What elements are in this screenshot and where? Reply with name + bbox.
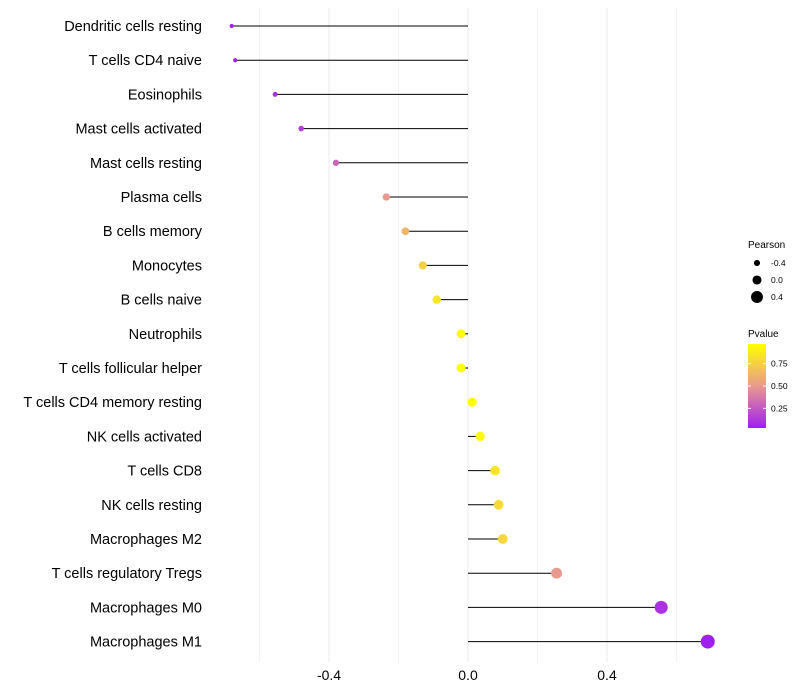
- lollipop-point: [551, 567, 563, 579]
- category-label: NK cells resting: [101, 498, 202, 514]
- lollipop-point: [493, 499, 504, 510]
- x-axis-ticks: -0.4 0.0 0.4: [317, 667, 617, 683]
- size-legend-label: -0.4: [771, 258, 786, 268]
- size-legend: Pearson -0.4 0.0 0.4: [748, 240, 786, 303]
- lollipop-point: [475, 431, 485, 442]
- category-label: NK cells activated: [87, 429, 202, 445]
- category-labels: Dendritic cells resting T cells CD4 naive…: [23, 19, 202, 651]
- lollipop-point: [456, 363, 466, 373]
- lollipop-point: [229, 23, 234, 29]
- category-label: T cells CD4 naive: [89, 53, 202, 69]
- x-tick-label: -0.4: [317, 667, 341, 683]
- category-label: T cells CD4 memory resting: [23, 395, 202, 411]
- category-label: T cells CD8: [127, 464, 202, 480]
- category-label: Plasma cells: [121, 190, 202, 206]
- category-label: Neutrophils: [129, 327, 202, 343]
- lollipop-point: [332, 159, 340, 166]
- lollipop-point: [382, 193, 391, 201]
- lollipop-point: [418, 261, 427, 270]
- category-label: Monocytes: [132, 258, 202, 274]
- category-label: Mast cells resting: [90, 156, 202, 172]
- lollipop-point: [456, 329, 466, 339]
- size-legend-point: [752, 275, 762, 285]
- pvalue-colorbar: [748, 344, 766, 428]
- lollipop-point: [432, 295, 441, 304]
- x-tick-label: 0.4: [597, 667, 617, 683]
- lollipop-point: [654, 600, 668, 614]
- category-label: Macrophages M0: [90, 600, 202, 616]
- colorbar-label: 0.50: [771, 381, 788, 391]
- lollipop-point: [298, 125, 304, 132]
- category-label: B cells naive: [121, 293, 202, 309]
- lollipop-point: [497, 534, 508, 544]
- lollipop-point: [467, 397, 477, 407]
- lollipop-point: [490, 465, 500, 476]
- size-legend-label: 0.4: [771, 292, 783, 302]
- category-label: Macrophages M2: [90, 532, 202, 548]
- colorbar-label: 0.75: [771, 359, 788, 369]
- lollipop-point: [233, 58, 238, 63]
- size-legend-title: Pearson: [748, 240, 785, 251]
- x-tick-label: 0.0: [458, 667, 478, 683]
- category-label: T cells regulatory Tregs: [52, 566, 202, 582]
- category-label: Dendritic cells resting: [64, 19, 202, 35]
- plot-area: [229, 23, 715, 649]
- size-legend-point: [753, 259, 761, 267]
- category-label: Eosinophils: [128, 87, 202, 103]
- pvalue-legend: Pvalue 0.25 0.50 0.75: [748, 329, 788, 428]
- pvalue-legend-title: Pvalue: [748, 329, 779, 340]
- size-legend-point: [751, 291, 763, 303]
- category-label: Mast cells activated: [75, 122, 202, 138]
- lollipop-point: [272, 91, 278, 97]
- category-label: T cells follicular helper: [59, 361, 202, 377]
- category-label: Macrophages M1: [90, 635, 202, 651]
- category-label: B cells memory: [103, 224, 203, 240]
- lollipop-point: [401, 227, 410, 236]
- size-legend-label: 0.0: [771, 275, 783, 285]
- grid-layer: [259, 8, 677, 662]
- colorbar-label: 0.25: [771, 403, 788, 413]
- lollipop-point: [700, 634, 715, 649]
